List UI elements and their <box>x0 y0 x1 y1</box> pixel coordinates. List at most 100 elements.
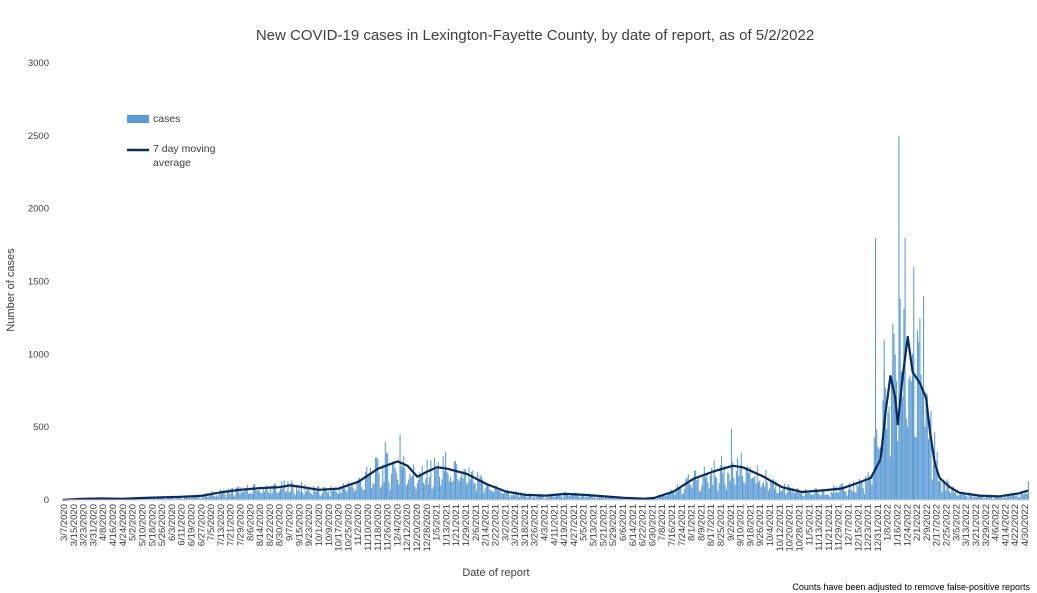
case-bar <box>860 482 862 500</box>
case-bar <box>905 418 907 500</box>
case-bar <box>458 481 460 500</box>
x-tick-label: 11/26/2020 <box>383 504 394 551</box>
case-bar <box>418 479 420 500</box>
x-tick-label: 1/16/2022 <box>893 504 904 546</box>
case-bar <box>855 492 857 500</box>
case-bar <box>1016 492 1018 500</box>
legend-cases-label: cases <box>153 113 180 125</box>
case-bar <box>915 437 917 500</box>
case-bar <box>833 485 835 500</box>
x-tick-label: 4/16/2020 <box>108 504 119 546</box>
case-bar <box>393 460 395 500</box>
x-tick-label: 8/1/2021 <box>687 504 698 541</box>
x-tick-label: 10/20/2021 <box>785 504 796 552</box>
case-bar <box>231 487 234 500</box>
case-bar <box>679 486 681 500</box>
case-bar <box>514 495 516 500</box>
case-bar <box>296 485 298 500</box>
case-bar <box>472 470 474 500</box>
x-tick-label: 12/7/2021 <box>844 504 855 546</box>
case-bar <box>495 485 497 500</box>
case-bar <box>810 494 813 500</box>
x-axis-title: Date of report <box>462 567 529 579</box>
case-bar <box>829 496 831 500</box>
case-bar <box>271 493 273 500</box>
case-bar <box>999 495 1001 500</box>
case-bar <box>286 490 288 500</box>
case-bar <box>275 484 277 500</box>
x-tick-label: 8/25/2021 <box>716 504 727 546</box>
case-bar <box>759 480 761 500</box>
case-bar <box>808 492 810 500</box>
case-bar <box>341 487 343 500</box>
x-tick-label: 2/14/2021 <box>481 504 492 546</box>
case-bar <box>926 394 928 500</box>
case-bar <box>819 495 821 500</box>
case-bar <box>453 461 455 500</box>
case-bar <box>483 492 485 500</box>
case-bar <box>760 487 762 500</box>
y-tick-label: 500 <box>33 422 49 433</box>
case-bar <box>604 498 606 500</box>
case-bar <box>757 482 760 500</box>
case-bar <box>214 496 216 500</box>
case-bar <box>284 492 287 500</box>
case-bar <box>945 490 947 500</box>
case-bar <box>299 492 301 500</box>
case-bar <box>606 498 608 500</box>
case-bar <box>344 488 346 500</box>
x-tick-label: 3/15/2020 <box>69 504 80 546</box>
case-bar <box>764 487 766 500</box>
x-tick-label: 11/21/2021 <box>824 504 835 551</box>
case-bar <box>230 488 232 500</box>
case-bar <box>595 498 597 500</box>
case-bar <box>916 330 918 500</box>
case-bar <box>555 493 558 500</box>
case-bar <box>289 491 291 500</box>
case-bar <box>410 477 412 500</box>
case-bar <box>239 493 241 500</box>
x-tick-label: 4/27/2021 <box>569 504 580 546</box>
case-bar <box>486 484 489 500</box>
case-bar <box>227 490 229 500</box>
case-bar <box>543 498 545 500</box>
x-tick-label: 10/4/2021 <box>765 504 776 546</box>
case-bar <box>854 492 856 500</box>
x-tick-label: 6/30/2021 <box>647 504 658 546</box>
case-bar <box>927 438 930 500</box>
case-bar <box>866 481 868 500</box>
case-bar <box>964 495 966 500</box>
case-bar <box>700 490 702 500</box>
case-bar <box>771 482 773 500</box>
case-bar <box>202 495 204 500</box>
case-bar <box>259 491 261 500</box>
case-bar <box>353 491 355 500</box>
case-bar <box>312 494 314 500</box>
case-bar <box>711 467 713 500</box>
x-tick-label: 7/29/2020 <box>236 504 247 546</box>
case-bar <box>958 495 960 500</box>
case-bar <box>419 472 421 500</box>
case-bar <box>224 494 226 500</box>
case-bar <box>963 493 965 500</box>
case-bar <box>893 333 895 500</box>
case-bar <box>696 480 698 500</box>
case-bar <box>579 497 581 500</box>
case-bar <box>785 494 787 500</box>
case-bar <box>270 485 272 500</box>
case-bar <box>691 487 693 500</box>
x-tick-label: 6/3/2020 <box>167 504 178 541</box>
case-bar <box>956 495 958 500</box>
case-bar <box>666 495 668 500</box>
case-bar <box>346 491 348 500</box>
case-bar <box>1024 494 1026 500</box>
case-bar <box>812 495 814 500</box>
case-bar <box>376 457 378 500</box>
case-bar <box>156 498 158 500</box>
case-bar <box>420 475 422 500</box>
case-bar <box>695 470 697 500</box>
case-bar <box>756 465 758 500</box>
case-bar <box>563 492 565 500</box>
x-tick-label: 9/26/2021 <box>755 504 766 546</box>
case-bar <box>950 493 952 500</box>
